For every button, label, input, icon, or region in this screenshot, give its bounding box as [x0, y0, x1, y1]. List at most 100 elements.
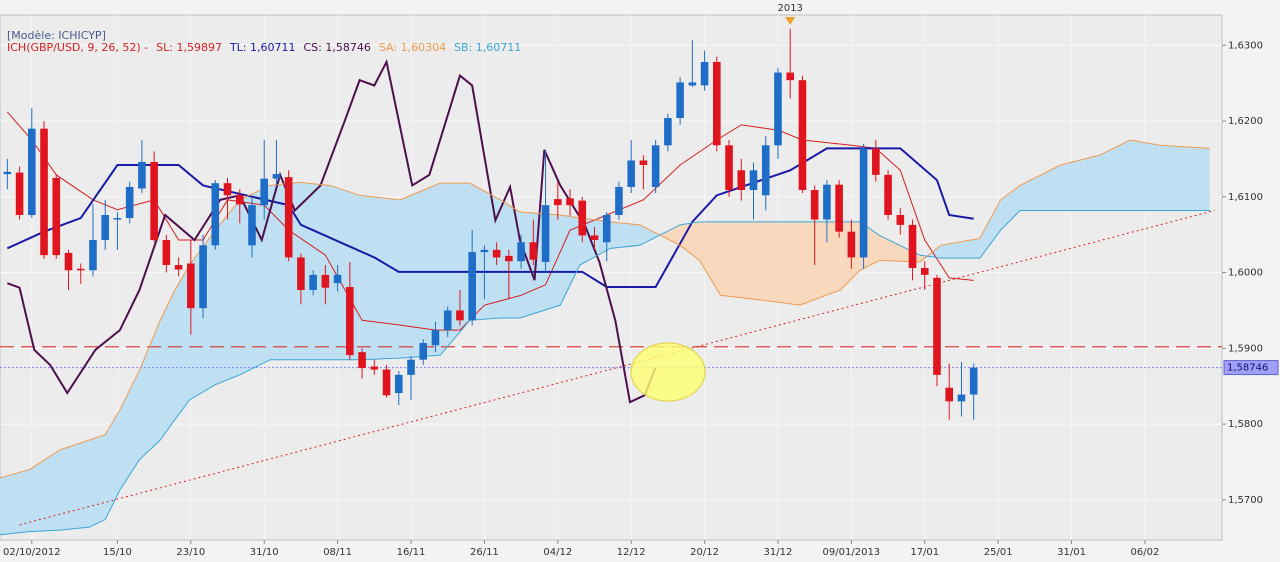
candle-body — [933, 277, 941, 375]
x-tick-label: 02/10/2012 — [3, 547, 61, 558]
candle-body — [3, 171, 12, 175]
x-tick-label: 12/12 — [617, 547, 646, 558]
candle-body — [884, 174, 892, 215]
cloud-segment — [105, 409, 120, 520]
indicator-line — [0, 209, 1210, 536]
candle-body — [578, 200, 587, 236]
cloud-segment — [639, 224, 660, 246]
candle-body — [725, 145, 733, 190]
candle-body — [125, 186, 134, 219]
candle-body — [664, 118, 672, 146]
cloud-segment — [1130, 140, 1160, 211]
candle-body — [40, 128, 48, 256]
candle-body — [28, 128, 36, 215]
candle-body — [480, 249, 489, 253]
cloud-segment — [1020, 165, 1061, 211]
candle-body — [798, 80, 807, 190]
candle-body — [529, 242, 538, 260]
candle-body — [199, 245, 207, 309]
cloud-segment — [610, 221, 640, 249]
y-tick-label: 1,6000 — [1228, 268, 1263, 279]
y-tick-label: 1,5900 — [1228, 343, 1263, 354]
last-price-label: 1,58746 — [1227, 363, 1268, 374]
legend-entry: ICH(GBP/USD, 9, 26, 52) - — [7, 41, 148, 54]
x-tick-label: 23/10 — [176, 547, 205, 558]
candle-body — [896, 215, 905, 225]
candle-body — [602, 215, 611, 243]
candle-body — [566, 198, 574, 206]
last-price-box — [1223, 360, 1279, 376]
cloud-segment — [1060, 155, 1100, 211]
legend-entry: CS: 1,58746 — [304, 41, 371, 54]
cloud-segment — [359, 195, 400, 360]
candle-body — [810, 190, 819, 220]
y-tick-label: 1,6300 — [1228, 40, 1263, 51]
legend-entry: SL: 1,59897 — [156, 41, 222, 54]
cloud-segment — [940, 238, 980, 259]
candle-body — [847, 231, 856, 258]
candle-body — [823, 184, 831, 220]
candle-body — [162, 240, 171, 265]
candle-body — [908, 224, 917, 269]
x-tick-label: 17/01 — [910, 547, 939, 558]
candle-body — [346, 286, 354, 356]
y-tick-label: 1,5700 — [1228, 495, 1263, 506]
candle-body — [505, 255, 513, 262]
candle-body — [590, 235, 599, 240]
candle-body — [101, 215, 109, 240]
legend-entry: TL: 1,60711 — [229, 41, 296, 54]
cloud-segment — [239, 185, 271, 375]
candle-body — [284, 177, 293, 258]
cloud-segment — [560, 215, 580, 306]
candle-body — [309, 274, 317, 290]
legend-entry: SB: 1,60711 — [454, 41, 521, 54]
legend: ICH(GBP/USD, 9, 26, 52) - SL: 1,59897 TL: … — [7, 41, 521, 54]
candle-body — [688, 82, 697, 86]
candle-body — [64, 252, 73, 271]
x-tick-label: 26/11 — [470, 547, 499, 558]
cloud-segment — [699, 221, 721, 296]
candle-body — [945, 387, 954, 402]
cloud-segment — [174, 265, 190, 420]
cloud-segment — [799, 221, 841, 306]
candle-body — [517, 242, 525, 262]
candle-body — [76, 268, 85, 271]
cloud-segment — [680, 221, 700, 261]
x-tick-label: 08/11 — [323, 547, 352, 558]
cloud-segment — [759, 221, 800, 306]
cloud-segment — [59, 440, 90, 531]
candle-body — [321, 274, 330, 288]
indicator-line — [6, 111, 974, 331]
candle-body — [297, 257, 305, 290]
cloud-segment — [1099, 140, 1131, 211]
indicator-line — [6, 59, 657, 404]
candle-body — [553, 199, 562, 206]
cloud-segment — [160, 290, 175, 440]
candle-body — [113, 218, 122, 220]
x-tick-label: 04/12 — [543, 547, 572, 558]
candle-body — [211, 183, 220, 246]
cloud-segment — [0, 469, 30, 535]
marker-label: 2013 — [777, 3, 802, 14]
cloud-segment — [659, 224, 681, 246]
candle-body — [370, 366, 379, 370]
candle-body — [456, 310, 464, 321]
candle-body — [639, 160, 648, 165]
candle-body — [248, 205, 256, 246]
chart-title: [Modèle: ICHICYP] — [7, 29, 106, 42]
reference-lines — [0, 209, 1222, 526]
cloud-segment — [29, 449, 60, 532]
candle-body — [749, 170, 758, 190]
candle-body — [627, 160, 635, 187]
candle-body — [431, 330, 440, 346]
y-tick-label: 1,6100 — [1228, 192, 1263, 203]
x-tick-label: 31/01 — [1057, 547, 1086, 558]
x-tick-label: 09/01/2013 — [823, 547, 881, 558]
x-tick-label: 06/02 — [1131, 547, 1160, 558]
cloud-segment — [139, 320, 161, 460]
candle-body — [138, 161, 146, 189]
trend-line — [19, 209, 1215, 526]
candle-body — [174, 265, 183, 270]
